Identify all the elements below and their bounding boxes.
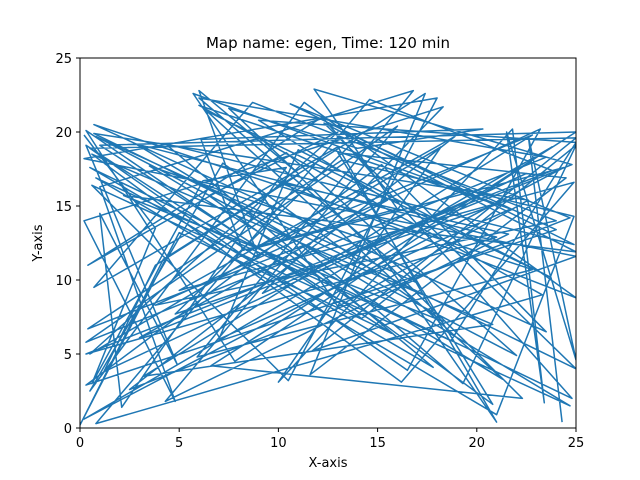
plot-frame — [79, 57, 577, 429]
data-layer — [80, 88, 576, 426]
x-tick-label: 10 — [270, 436, 287, 451]
x-tick-label: 5 — [175, 436, 183, 451]
y-tick-label: 15 — [55, 200, 72, 215]
x-axis: 0 5 10 15 20 25 — [76, 428, 584, 451]
x-tick-label: 20 — [469, 436, 486, 451]
x-tick-label: 25 — [568, 436, 585, 451]
x-tick-label: 0 — [76, 436, 84, 451]
y-tick-label: 20 — [55, 126, 72, 141]
y-axis-label: Y-axis — [31, 224, 46, 262]
x-tick-label: 15 — [369, 436, 386, 451]
chart-title: Map name: egen, Time: 120 min — [206, 34, 450, 52]
x-axis-label: X-axis — [309, 456, 348, 471]
y-tick-label: 5 — [64, 348, 72, 363]
y-tick-label: 10 — [55, 274, 72, 289]
y-tick-label: 25 — [55, 52, 72, 67]
y-axis: 0 5 10 15 20 25 — [55, 52, 80, 437]
series-line-0 — [80, 88, 576, 426]
y-tick-label: 0 — [64, 422, 72, 437]
